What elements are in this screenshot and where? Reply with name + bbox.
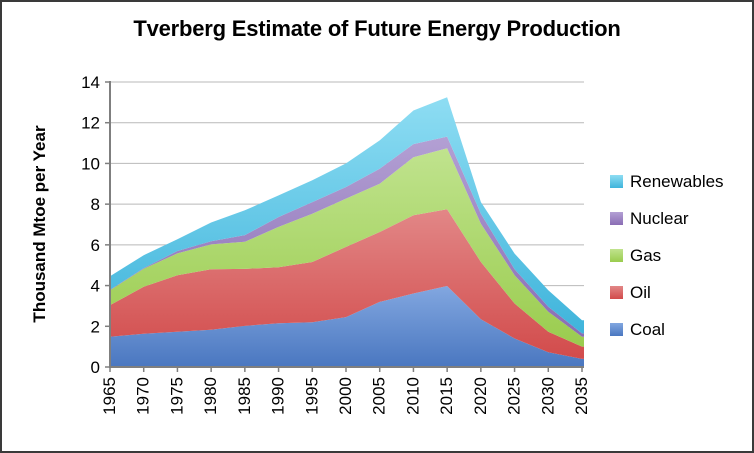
x-tick-label: 1985 — [235, 377, 254, 415]
y-tick-label: 14 — [81, 73, 100, 92]
legend-item-nuclear: Nuclear — [610, 207, 724, 230]
y-tick-label: 0 — [91, 358, 100, 377]
x-tick-label: 1995 — [302, 377, 321, 415]
legend-swatch-gas — [610, 249, 623, 262]
legend-item-oil: Oil — [610, 281, 724, 304]
legend-item-gas: Gas — [610, 244, 724, 267]
x-tick-label: 1965 — [100, 377, 119, 415]
x-tick-label: 1975 — [167, 377, 186, 415]
legend-label-renewables: Renewables — [630, 171, 724, 191]
area-series-renewables — [110, 97, 584, 334]
x-tick-label: 1980 — [201, 377, 220, 415]
x-tick-label: 2015 — [437, 377, 456, 415]
y-tick-label: 2 — [91, 317, 100, 336]
x-tick-label: 2025 — [505, 377, 524, 415]
legend-label-gas: Gas — [630, 245, 662, 265]
x-tick-label: 2035 — [572, 377, 591, 415]
stacked-areas — [110, 97, 584, 367]
chart-title: Tverberg Estimate of Future Energy Produ… — [133, 16, 621, 41]
legend-swatch-coal — [610, 323, 623, 336]
area-series-nuclear — [110, 136, 584, 337]
legend-label-nuclear: Nuclear — [630, 208, 689, 228]
x-tick-label: 2030 — [538, 377, 557, 415]
legend: Renewables Nuclear Gas Oil Coal — [610, 170, 724, 341]
y-tick-label: 4 — [91, 277, 100, 296]
area-series-gas — [110, 148, 584, 347]
legend-label-coal: Coal — [630, 319, 665, 339]
legend-swatch-nuclear — [610, 212, 623, 225]
legend-label-oil: Oil — [630, 282, 651, 302]
legend-item-coal: Coal — [610, 318, 724, 341]
legend-swatch-renewables — [610, 175, 623, 188]
x-tick-label: 1990 — [269, 377, 288, 415]
axis-ticks — [105, 81, 583, 372]
y-tick-label: 8 — [91, 195, 100, 214]
y-tick-label: 6 — [91, 236, 100, 255]
y-tick-label: 12 — [81, 114, 100, 133]
x-tick-labels: 1965 1970 1975 1980 1985 1990 1995 2000 2005 2010… — [100, 377, 591, 415]
x-tick-label: 2020 — [471, 377, 490, 415]
y-tick-labels: 0 2 4 6 8 10 12 14 — [81, 73, 100, 377]
area-series-oil — [110, 209, 584, 359]
x-tick-label: 2000 — [336, 377, 355, 415]
x-tick-label: 2005 — [370, 377, 389, 415]
area-series-coal — [110, 286, 584, 367]
x-tick-label: 1970 — [134, 377, 153, 415]
legend-swatch-oil — [610, 286, 623, 299]
legend-item-renewables: Renewables — [610, 170, 724, 193]
y-tick-label: 10 — [81, 154, 100, 173]
x-tick-label: 2010 — [403, 377, 422, 415]
